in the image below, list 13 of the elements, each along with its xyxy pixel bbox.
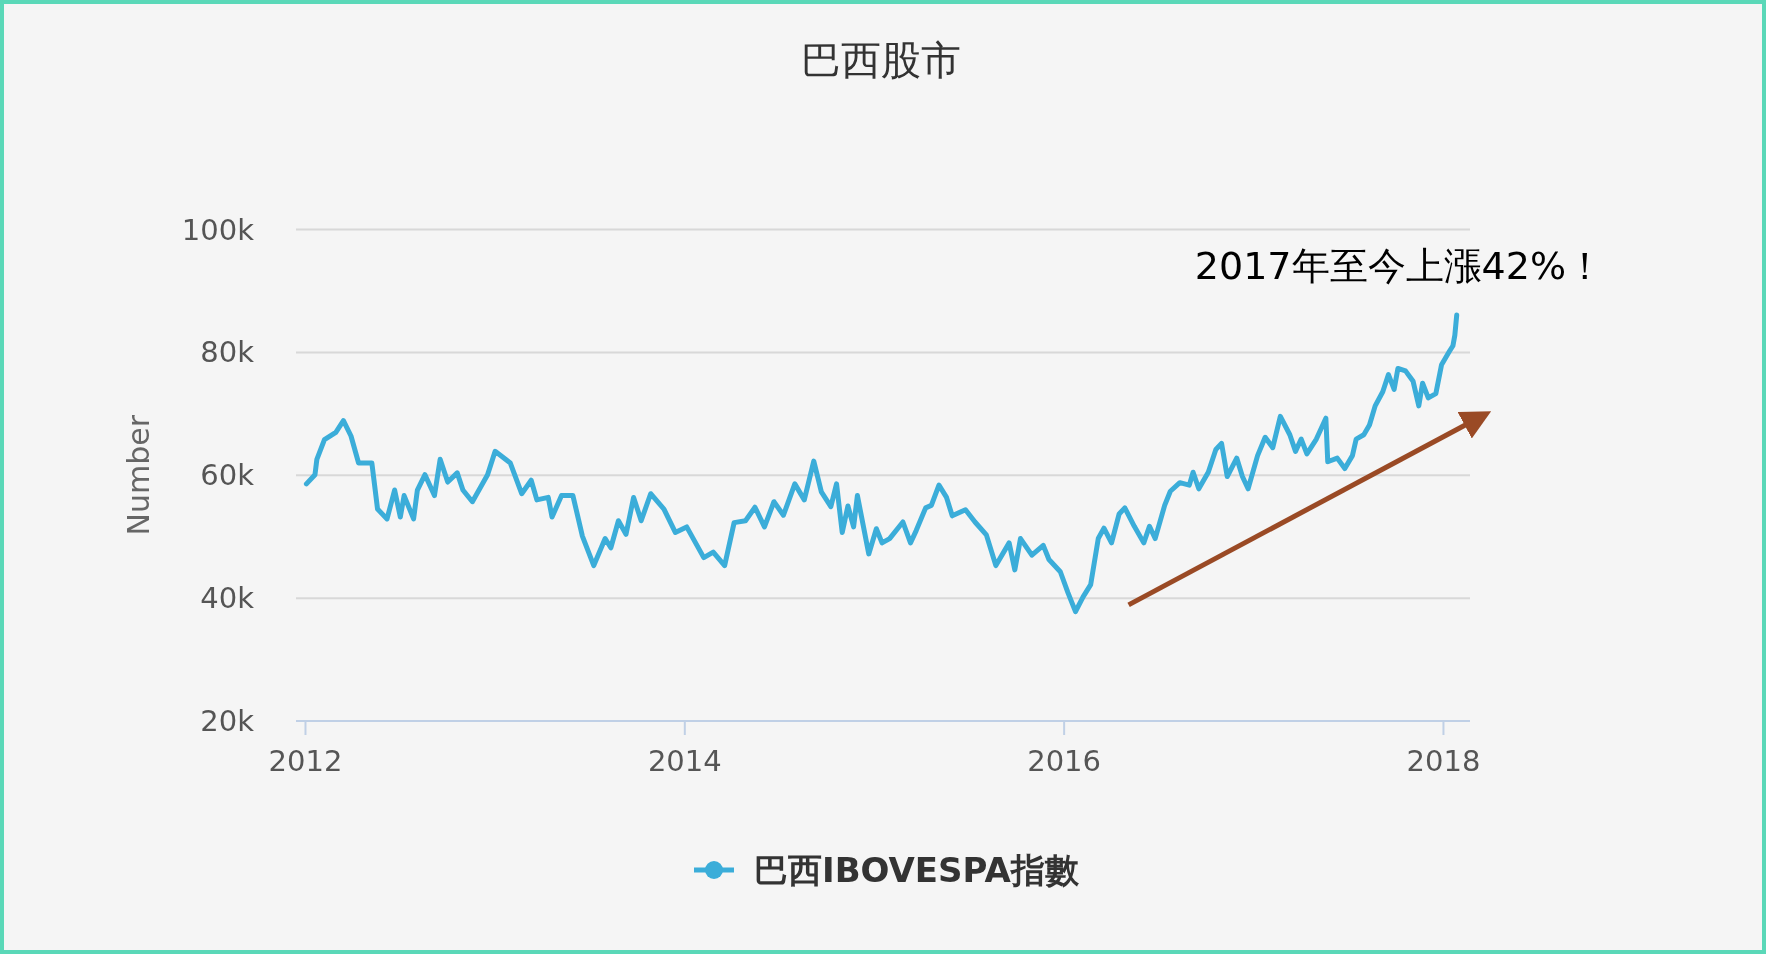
x-tick-label: 2018 [1406, 744, 1481, 778]
annotation: 2017年至今上漲42%！ [1194, 244, 1604, 288]
y-tick-label: 40k [200, 581, 255, 616]
chart-title: 巴西股市 [801, 37, 961, 83]
legend-label: 巴西IBOVESPA指數 [754, 850, 1080, 890]
y-tick-label: 80k [200, 335, 255, 370]
y-axis-title: Number [121, 414, 156, 536]
x-tick-label: 2016 [1027, 744, 1102, 778]
y-tick-label: 20k [200, 704, 255, 738]
x-tick-label: 2012 [268, 744, 343, 778]
y-tick-label: 60k [200, 458, 255, 493]
y-tick-label: 100k [181, 212, 255, 247]
x-tick-label: 2014 [647, 744, 722, 778]
